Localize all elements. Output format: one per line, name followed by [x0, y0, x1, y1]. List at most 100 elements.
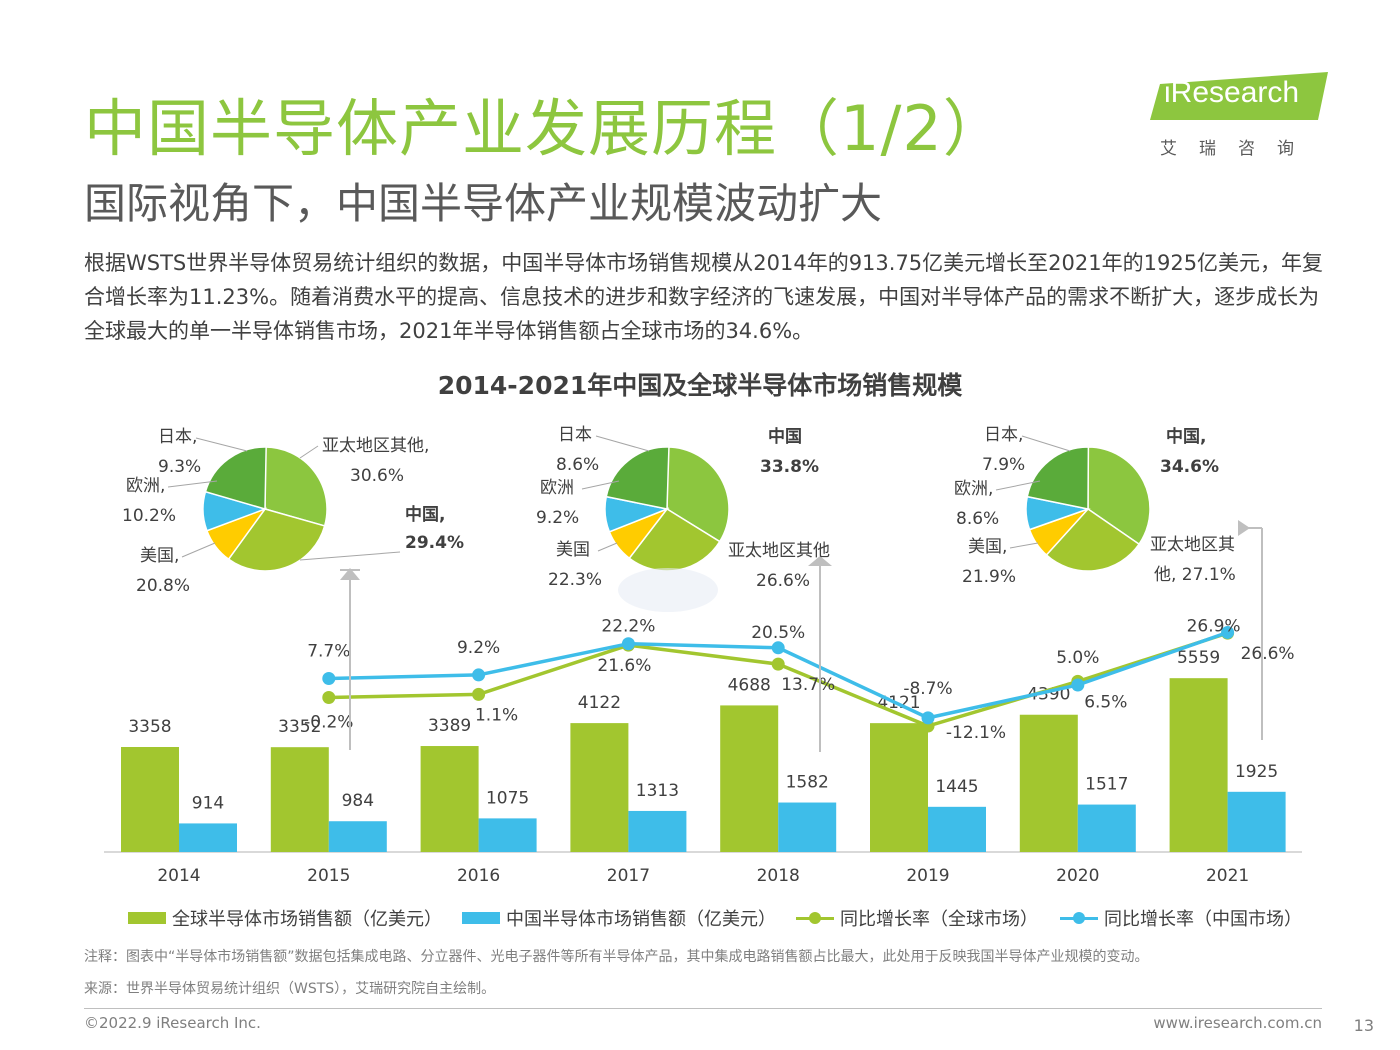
pie-2015-leader-japan	[195, 437, 248, 452]
page-subtitle: 国际视角下，中国半导体产业规模波动扩大	[84, 179, 883, 228]
pie-2018-leader-japan	[595, 435, 650, 452]
pie-2021-slice-0	[1087, 446, 1151, 546]
pie-2018-label-us-value: 22.3%	[548, 570, 602, 590]
growth-label-global-2017: 21.6%	[597, 656, 651, 676]
pie-2015-label-us-name: 美国,	[140, 546, 179, 566]
x-tick-label-2017: 2017	[607, 866, 650, 886]
legend-swatch-china	[462, 912, 500, 924]
bar-china-2014	[179, 823, 237, 852]
logo-text: iResearch	[1164, 76, 1300, 109]
pie-2018-label-europe-name: 欧洲	[540, 478, 574, 498]
x-tick-label-2020: 2020	[1056, 866, 1099, 886]
growth-label-china-2016: 9.2%	[457, 638, 500, 658]
x-tick-label-2014: 2014	[157, 866, 200, 886]
bar-global-2019	[870, 723, 928, 852]
pie-2018-label-apac-value: 26.6%	[756, 571, 810, 591]
growth-point-china-2021	[1221, 625, 1235, 639]
pie-2021-label-china-value: 34.6%	[1160, 457, 1219, 477]
pie-2018-label-apac-name: 亚太地区其他	[728, 541, 830, 561]
bar-china-2020	[1077, 804, 1136, 852]
pie-2015-slice-1	[227, 508, 326, 572]
pie-2015-leader-us	[181, 542, 216, 558]
x-tick-label-2019: 2019	[906, 866, 949, 886]
pie-2021-label-europe-value: 8.6%	[956, 509, 999, 529]
chart-title: 2014-2021年中国及全球半导体市场销售规模	[437, 371, 963, 400]
pie-2018-label-us-name: 美国	[556, 540, 590, 560]
pie-2018-label-china-value: 33.8%	[760, 457, 819, 477]
legend-line-china	[1060, 910, 1098, 926]
growth-label-global-2018: 13.7%	[781, 675, 835, 695]
page-title: 中国半导体产业发展历程（1/2）	[84, 92, 1006, 165]
bar-china-2015	[328, 821, 387, 852]
copyright: ©2022.9 iResearch Inc.	[84, 1014, 261, 1032]
pie-2021-label-apac-value: 他, 27.1%	[1154, 565, 1236, 585]
bar-global-2018	[720, 705, 779, 852]
pie-2021-label-japan-value: 7.9%	[982, 455, 1025, 475]
decorative-figure-shadow	[618, 568, 718, 612]
legend-item-china-growth: 同比增长率（中国市场）	[1060, 905, 1302, 931]
legend-line-global	[796, 910, 834, 926]
pie-2021-label-us-value: 21.9%	[962, 567, 1016, 587]
bar-label-china-2021: 1925	[1235, 762, 1278, 782]
growth-point-china-2017	[621, 637, 635, 651]
growth-label-global-2021: 26.6%	[1241, 644, 1295, 664]
growth-point-china-2018	[771, 641, 785, 655]
growth-point-global-2016	[472, 687, 486, 701]
chart-source: 来源：世界半导体贸易统计组织（WSTS），艾瑞研究院自主绘制。	[84, 981, 496, 997]
pie-2015-label-china-value: 29.4%	[405, 533, 464, 553]
pie-2015-leader-apac	[299, 445, 319, 459]
pie-2021-leader-europe	[995, 480, 1041, 491]
pie-2021-label-europe-name: 欧洲,	[954, 479, 993, 499]
pie-2015-label-japan-name: 日本,	[158, 427, 197, 447]
pie-2018-label-china-name: 中国	[768, 426, 802, 447]
pie-2015-leader-china	[299, 551, 401, 561]
callout-arrow-2015-head	[340, 568, 360, 580]
pie-2021-label-us-name: 美国,	[968, 537, 1007, 557]
pie-2021-label-china-name: 中国,	[1166, 426, 1206, 447]
bar-label-china-2018: 1582	[786, 773, 829, 793]
pie-2015-label-europe-value: 10.2%	[122, 506, 176, 526]
pie-2015-label-us-value: 20.8%	[136, 576, 190, 596]
pie-2021-leader-us	[1009, 542, 1039, 549]
page-number: 13	[1353, 1016, 1374, 1035]
bar-label-global-2017: 4122	[578, 693, 621, 713]
bar-global-2017	[570, 723, 629, 852]
bar-label-global-2015: 3352	[278, 717, 321, 737]
callout-arrow-2021-head	[1238, 520, 1250, 536]
bar-label-china-2014: 914	[192, 793, 224, 813]
bar-label-global-2014: 3358	[128, 717, 171, 737]
pie-2015-label-japan-value: 9.3%	[158, 457, 201, 477]
bar-label-global-2021: 5559	[1177, 648, 1220, 668]
pie-2021-slice-1	[1045, 508, 1141, 572]
pie-2015-slice-0	[264, 446, 328, 527]
bar-label-global-2018: 4688	[728, 675, 771, 695]
pie-2018-label-japan-value: 8.6%	[556, 455, 599, 475]
website-url: www.iresearch.com.cn	[1153, 1014, 1322, 1032]
legend-label: 同比增长率（中国市场）	[1104, 909, 1302, 930]
bar-global-2016	[420, 746, 479, 852]
bar-label-china-2019: 1445	[935, 777, 978, 797]
growth-label-global-2015: -0.2%	[304, 712, 353, 732]
x-tick-label-2015: 2015	[307, 866, 350, 886]
legend-label: 全球半导体市场销售额（亿美元）	[172, 909, 442, 930]
pie-2018-leader-us	[597, 542, 618, 552]
bar-label-china-2016: 1075	[486, 788, 529, 808]
callout-arrow-2018-head	[808, 556, 832, 566]
growth-point-global-2018	[771, 657, 785, 671]
pie-2015-leader-europe	[167, 480, 218, 488]
pie-2015-label-apac-value: 30.6%	[350, 466, 404, 486]
legend-swatch-global	[128, 912, 166, 924]
chart-note: 注释：图表中“半导体市场销售额”数据包括集成电路、分立器件、光电子器件等所有半导…	[84, 949, 1149, 965]
pie-2018-label-europe-value: 9.2%	[536, 508, 579, 528]
pie-2021-label-japan-name: 日本,	[984, 425, 1023, 445]
pie-2018-label-japan-name: 日本	[558, 425, 592, 445]
bar-china-2016	[478, 818, 537, 852]
x-tick-label-2018: 2018	[757, 866, 800, 886]
growth-label-china-2019: -8.7%	[903, 679, 952, 699]
bar-china-2018	[778, 802, 837, 852]
growth-label-china-2020: 5.0%	[1056, 648, 1099, 668]
iresearch-logo: iResearch 艾瑞咨询	[1150, 72, 1335, 162]
bar-global-2014	[121, 747, 179, 852]
legend-label: 同比增长率（全球市场）	[840, 909, 1038, 930]
